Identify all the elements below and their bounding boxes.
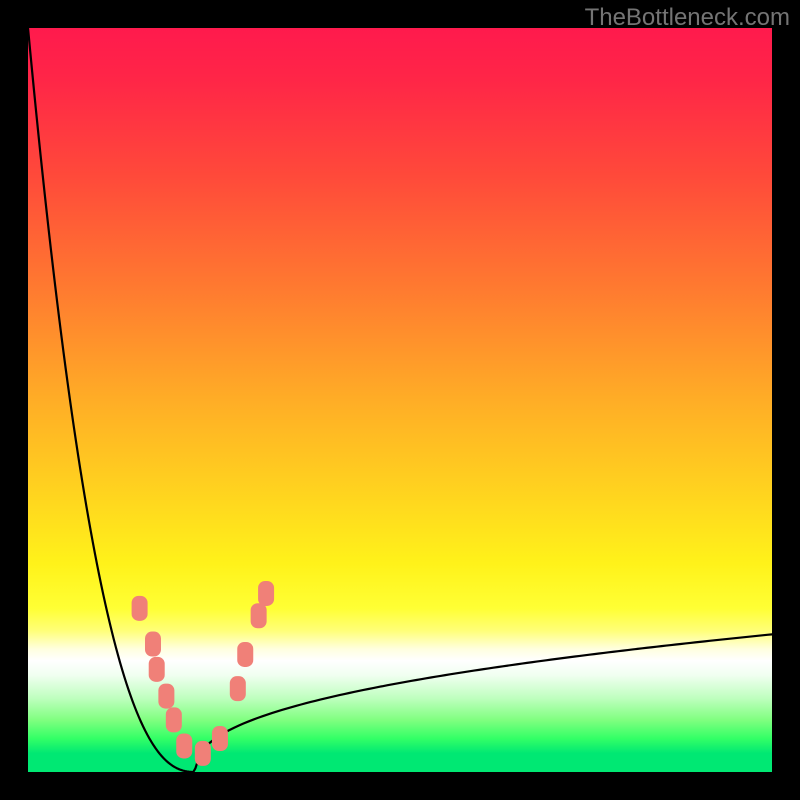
bottleneck-curve <box>28 28 772 772</box>
chart-root: TheBottleneck.com <box>0 0 800 800</box>
curve-layer <box>0 0 800 800</box>
curve-marker <box>237 642 253 667</box>
watermark-text: TheBottleneck.com <box>585 4 790 32</box>
curve-marker <box>195 741 211 766</box>
curve-marker <box>230 676 246 701</box>
curve-marker <box>176 733 192 758</box>
curve-marker <box>258 581 274 606</box>
curve-marker <box>251 603 267 628</box>
curve-marker <box>132 596 148 621</box>
curve-marker <box>145 632 161 657</box>
curve-marker <box>212 726 228 751</box>
curve-marker <box>158 684 174 709</box>
curve-marker <box>149 657 165 682</box>
curve-marker <box>166 707 182 732</box>
